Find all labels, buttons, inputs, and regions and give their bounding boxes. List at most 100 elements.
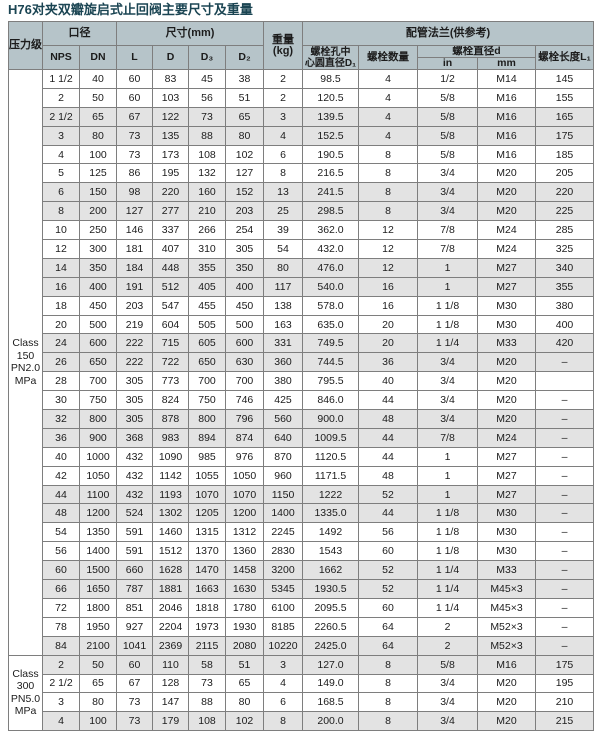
table-cell: 8 <box>358 144 419 165</box>
table-cell: 432 <box>116 484 153 505</box>
table-cell: 305 <box>116 409 153 429</box>
pressure-class-line: 300 <box>16 680 35 693</box>
table-cell: 73 <box>116 711 153 732</box>
table-cell: 591 <box>116 522 153 543</box>
table-cell: 16 <box>358 276 419 297</box>
table-cell: 6 <box>42 182 80 203</box>
header-bolt-dia-in: in <box>417 57 479 70</box>
table-cell: 1400 <box>263 503 304 524</box>
table-cell: 350 <box>224 257 265 278</box>
table-row: 54 1350 591 1460 1315 1312 2245 1492 56 1 1/8 M30– <box>9 522 595 543</box>
table-cell: 42 <box>42 465 80 486</box>
table-body: Class 150 PN2.0 MPa 1 1/2 40 60 83 45 38 2 98.5 4 1/2… <box>8 69 595 732</box>
table-cell: 432 <box>116 465 153 486</box>
table-cell: – <box>535 503 595 524</box>
table-cell: 5/8 <box>417 654 479 675</box>
table-cell: 746 <box>224 390 265 411</box>
pressure-class-line: Class <box>12 337 39 350</box>
table-cell: 5/8 <box>417 106 479 127</box>
table-row: 36 900 368 983 894 874 640 1009.5 44 7/8 M24– <box>9 427 595 448</box>
table-cell: 305 <box>116 390 153 411</box>
pressure-class-line: 150 <box>16 349 35 362</box>
table-cell: 173 <box>152 144 189 165</box>
table-cell: 2 1/2 <box>42 106 80 127</box>
table-cell: M16 <box>477 87 537 108</box>
table-row: 78 1950 927 2204 1973 1930 8185 2260.5 64 2 M52×3– <box>9 616 595 637</box>
table-row: 5 125 86 195 132 127 8 216.5 8 3/4 M20 205 <box>9 163 595 184</box>
table-cell: M30 <box>477 295 537 316</box>
table-cell: 44 <box>358 503 419 524</box>
table-cell: 88 <box>188 692 226 713</box>
table-cell: 266 <box>188 220 226 241</box>
table-cell: 210 <box>188 201 226 222</box>
table-cell: 846.0 <box>302 390 360 411</box>
table-cell: 26 <box>42 352 80 373</box>
table-cell: 2260.5 <box>302 616 360 637</box>
table-cell: 5/8 <box>417 87 479 108</box>
table-cell: 1800 <box>79 597 117 618</box>
table-cell: 32 <box>42 409 80 429</box>
table-cell: 1881 <box>152 579 189 599</box>
table-cell: 1 1/8 <box>417 503 479 524</box>
table-cell: 8 <box>358 673 419 694</box>
table-cell: 54 <box>42 522 80 543</box>
table-cell: – <box>535 579 595 599</box>
table-row: 20 500 219 604 505 500 163 635.0 20 1 1/8 M30 400 <box>9 314 595 335</box>
table-cell: 216.5 <box>302 163 360 184</box>
table-row: 60 1500 660 1628 1470 1458 3200 1662 52 1 1/4 M33– <box>9 560 595 581</box>
table-cell: 8 <box>358 201 419 222</box>
table-cell: 851 <box>116 597 153 618</box>
table-cell: 7/8 <box>417 427 479 448</box>
table-cell: 1 1/8 <box>417 522 479 543</box>
table-cell: 1070 <box>188 484 226 505</box>
table-cell <box>535 371 595 392</box>
table-cell: 1492 <box>302 522 360 543</box>
table-cell: 10220 <box>263 635 304 656</box>
table-cell: 127 <box>116 201 153 222</box>
table-cell: 132 <box>188 163 226 184</box>
table-cell: 8 <box>42 201 80 222</box>
table-cell: 179 <box>152 711 189 732</box>
table-cell: 1930 <box>224 616 265 637</box>
table-header: 压力级 口径 尺寸(mm) 重量 (kg) 配管法兰(供参考) NPS DN L… <box>8 21 595 70</box>
table-row: 32 800 305 878 800 796 560 900.0 48 3/4 M20– <box>9 409 595 429</box>
table-cell: 432 <box>116 446 153 467</box>
table-cell: 139.5 <box>302 106 360 127</box>
table-cell: 163 <box>263 314 304 335</box>
table-cell: M27 <box>477 484 537 505</box>
table-cell: 749.5 <box>302 333 360 354</box>
table-cell: 547 <box>152 295 189 316</box>
table-cell: 1973 <box>188 616 226 637</box>
table-cell: 1512 <box>152 541 189 562</box>
table-cell: 16 <box>42 276 80 297</box>
table-cell: M16 <box>477 654 537 675</box>
table-cell: 4 <box>358 106 419 127</box>
table-cell: 8 <box>358 163 419 184</box>
table-row: 42 1050 432 1142 1055 1050 960 1171.5 48 1 M27– <box>9 465 595 486</box>
table-cell: 168.5 <box>302 692 360 713</box>
table-cell: 135 <box>152 125 189 146</box>
table-cell: 52 <box>358 560 419 581</box>
table-cell: 50 <box>79 654 117 675</box>
table-cell: 155 <box>535 87 595 108</box>
table-cell: M24 <box>477 220 537 241</box>
table-cell: 1 <box>417 446 479 467</box>
header-bolt-circle-line2: 心圆直径D₁ <box>304 57 357 69</box>
page-title: H76对夹双瓣旋启式止回阀主要尺寸及重量 <box>8 2 253 17</box>
header-weight: 重量 (kg) <box>263 21 304 70</box>
table-cell: 578.0 <box>302 295 360 316</box>
table-cell: 650 <box>79 352 117 373</box>
header-bolt-qty: 螺栓数量 <box>358 45 419 70</box>
table-cell: 40 <box>42 446 80 467</box>
table-cell: 305 <box>116 371 153 392</box>
table-cell: 874 <box>224 427 265 448</box>
table-cell: 3 <box>263 654 304 675</box>
table-cell: 355 <box>535 276 595 297</box>
table-cell: 14 <box>42 257 80 278</box>
table-cell: 448 <box>152 257 189 278</box>
table-cell: 18 <box>42 295 80 316</box>
table-cell: 54 <box>263 239 304 259</box>
table-cell: 960 <box>263 465 304 486</box>
table-cell: 8 <box>358 711 419 732</box>
table-row: 44 1100 432 1193 1070 1070 1150 1222 52 1 M27– <box>9 484 595 505</box>
